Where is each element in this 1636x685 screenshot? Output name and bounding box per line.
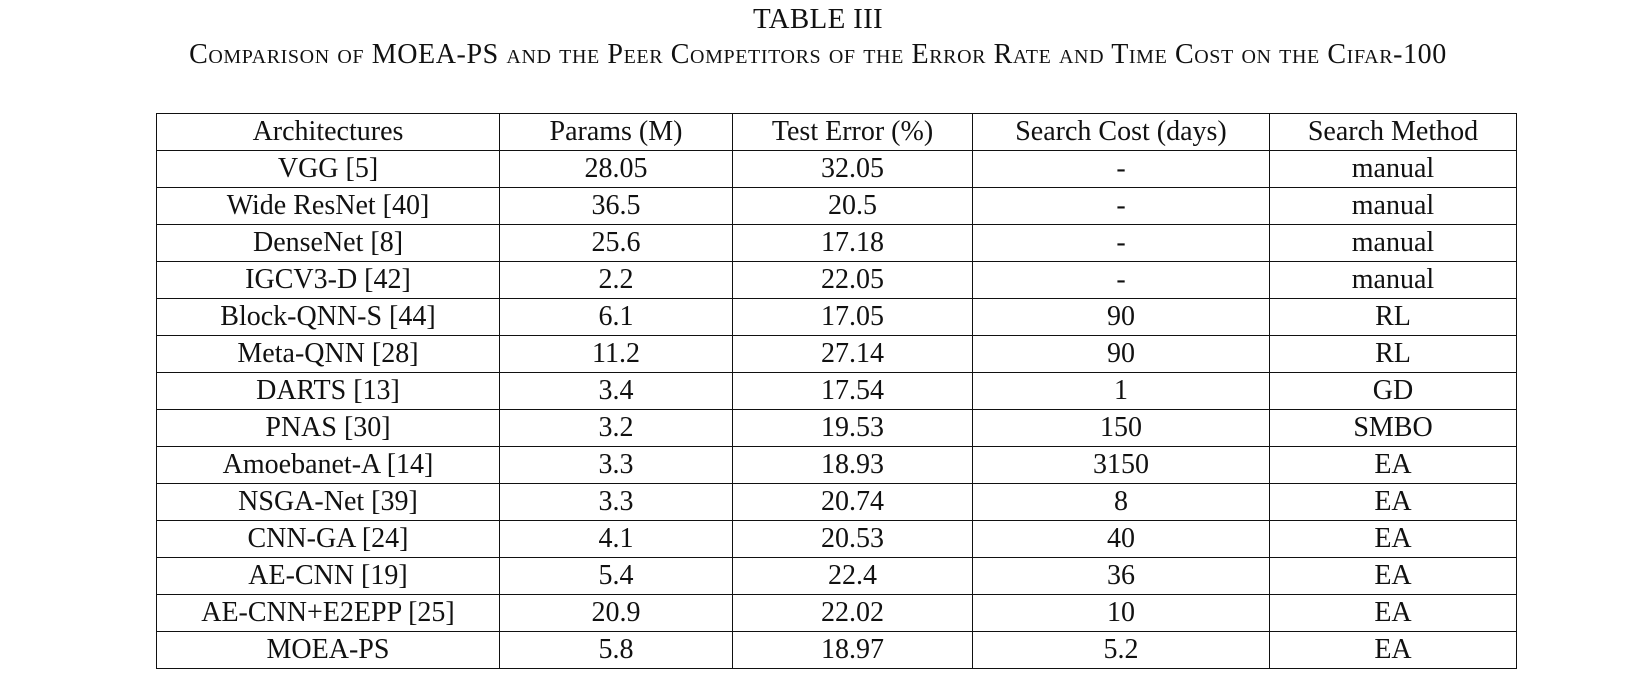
search-method-cell: EA bbox=[1269, 446, 1517, 484]
architecture-cell: Wide ResNet [40] bbox=[156, 187, 500, 225]
search-method-cell: GD bbox=[1269, 372, 1517, 410]
params-cell: 3.2 bbox=[499, 409, 733, 447]
search-cost-cell: 8 bbox=[972, 483, 1270, 521]
test-error-cell: 18.93 bbox=[732, 446, 973, 484]
search-cost-cell: - bbox=[972, 261, 1270, 299]
search-cost-cell: 90 bbox=[972, 298, 1270, 336]
search-method-cell: RL bbox=[1269, 298, 1517, 336]
table-caption: Comparison of MOEA-PS and the Peer Compe… bbox=[189, 39, 1447, 70]
header-row: Architectures Params (M) Test Error (%) … bbox=[156, 113, 1517, 151]
architecture-cell: DenseNet [8] bbox=[156, 224, 500, 262]
search-cost-cell: 150 bbox=[972, 409, 1270, 447]
table-row: PNAS [30] 3.2 19.53 150 SMBO bbox=[156, 409, 1517, 447]
params-cell: 5.8 bbox=[499, 631, 733, 669]
table-row: AE-CNN+E2EPP [25] 20.9 22.02 10 EA bbox=[156, 594, 1517, 632]
table-row: CNN-GA [24] 4.1 20.53 40 EA bbox=[156, 520, 1517, 558]
params-cell: 36.5 bbox=[499, 187, 733, 225]
architecture-cell: DARTS [13] bbox=[156, 372, 500, 410]
search-method-cell: manual bbox=[1269, 150, 1517, 188]
column-header-search-cost: Search Cost (days) bbox=[972, 113, 1270, 151]
params-cell: 11.2 bbox=[499, 335, 733, 373]
table-row: Wide ResNet [40] 36.5 20.5- manual bbox=[156, 187, 1517, 225]
architecture-cell: IGCV3-D [42] bbox=[156, 261, 500, 299]
architecture-cell: MOEA-PS bbox=[156, 631, 500, 669]
search-cost-cell: 10 bbox=[972, 594, 1270, 632]
test-error-cell: 22.4 bbox=[732, 557, 973, 595]
architecture-cell: CNN-GA [24] bbox=[156, 520, 500, 558]
architecture-cell: AE-CNN+E2EPP [25] bbox=[156, 594, 500, 632]
search-cost-cell: 36 bbox=[972, 557, 1270, 595]
architecture-cell: Amoebanet-A [14] bbox=[156, 446, 500, 484]
table-row: Amoebanet-A [14] 3.3 18.93 3150 EA bbox=[156, 446, 1517, 484]
table-body: VGG [5] 28.05 32.05- manual Wide ResNet [40]… bbox=[156, 150, 1517, 669]
search-method-cell: manual bbox=[1269, 187, 1517, 225]
table-row: NSGA-Net [39] 3.3 20.74 8 EA bbox=[156, 483, 1517, 521]
table-row: MOEA-PS 5.8 18.97 5.2 EA bbox=[156, 631, 1517, 669]
search-method-cell: SMBO bbox=[1269, 409, 1517, 447]
params-cell: 6.1 bbox=[499, 298, 733, 336]
table-row: AE-CNN [19] 5.4 22.4 36 EA bbox=[156, 557, 1517, 595]
table-row: DARTS [13] 3.4 17.54 1 GD bbox=[156, 372, 1517, 410]
search-method-cell: EA bbox=[1269, 520, 1517, 558]
search-method-cell: manual bbox=[1269, 224, 1517, 262]
params-cell: 20.9 bbox=[499, 594, 733, 632]
search-method-cell: EA bbox=[1269, 594, 1517, 632]
params-cell: 2.2 bbox=[499, 261, 733, 299]
test-error-cell: 27.14 bbox=[732, 335, 973, 373]
column-header-test-error: Test Error (%) bbox=[732, 113, 973, 151]
table-row: DenseNet [8] 25.6 17.18- manual bbox=[156, 224, 1517, 262]
params-cell: 3.3 bbox=[499, 483, 733, 521]
search-method-cell: EA bbox=[1269, 557, 1517, 595]
table-row: Block-QNN-S [44] 6.1 17.05 90 RL bbox=[156, 298, 1517, 336]
search-method-cell: EA bbox=[1269, 483, 1517, 521]
search-method-cell: EA bbox=[1269, 631, 1517, 669]
search-cost-cell: 90 bbox=[972, 335, 1270, 373]
table-label: TABLE III bbox=[752, 3, 884, 35]
architecture-cell: Meta-QNN [28] bbox=[156, 335, 500, 373]
architecture-cell: VGG [5] bbox=[156, 150, 500, 188]
column-header-architectures: Architectures bbox=[156, 113, 500, 151]
search-cost-cell: 40 bbox=[972, 520, 1270, 558]
search-cost-cell: 1 bbox=[972, 372, 1270, 410]
test-error-cell: 20.5 bbox=[732, 187, 973, 225]
params-cell: 4.1 bbox=[499, 520, 733, 558]
architecture-cell: AE-CNN [19] bbox=[156, 557, 500, 595]
search-cost-cell: 5.2 bbox=[972, 631, 1270, 669]
search-cost-cell: 3150 bbox=[972, 446, 1270, 484]
search-method-cell: manual bbox=[1269, 261, 1517, 299]
params-cell: 25.6 bbox=[499, 224, 733, 262]
search-cost-cell: - bbox=[972, 150, 1270, 188]
results-table: Architectures Params (M) Test Error (%) … bbox=[156, 113, 1517, 669]
column-header-params: Params (M) bbox=[499, 113, 733, 151]
test-error-cell: 17.54 bbox=[732, 372, 973, 410]
params-cell: 5.4 bbox=[499, 557, 733, 595]
architecture-cell: Block-QNN-S [44] bbox=[156, 298, 500, 336]
test-error-cell: 20.53 bbox=[732, 520, 973, 558]
table-row: VGG [5] 28.05 32.05- manual bbox=[156, 150, 1517, 188]
test-error-cell: 22.02 bbox=[732, 594, 973, 632]
test-error-cell: 22.05 bbox=[732, 261, 973, 299]
search-cost-cell: - bbox=[972, 224, 1270, 262]
test-error-cell: 17.05 bbox=[732, 298, 973, 336]
architecture-cell: PNAS [30] bbox=[156, 409, 500, 447]
architecture-cell: NSGA-Net [39] bbox=[156, 483, 500, 521]
test-error-cell: 17.18 bbox=[732, 224, 973, 262]
test-error-cell: 18.97 bbox=[732, 631, 973, 669]
test-error-cell: 19.53 bbox=[732, 409, 973, 447]
params-cell: 28.05 bbox=[499, 150, 733, 188]
test-error-cell: 32.05 bbox=[732, 150, 973, 188]
search-method-cell: RL bbox=[1269, 335, 1517, 373]
table-row: IGCV3-D [42] 2.2 22.05- manual bbox=[156, 261, 1517, 299]
search-cost-cell: - bbox=[972, 187, 1270, 225]
test-error-cell: 20.74 bbox=[732, 483, 973, 521]
table-row: Meta-QNN [28] 11.2 27.14 90 RL bbox=[156, 335, 1517, 373]
params-cell: 3.3 bbox=[499, 446, 733, 484]
params-cell: 3.4 bbox=[499, 372, 733, 410]
column-header-search-method: Search Method bbox=[1269, 113, 1517, 151]
